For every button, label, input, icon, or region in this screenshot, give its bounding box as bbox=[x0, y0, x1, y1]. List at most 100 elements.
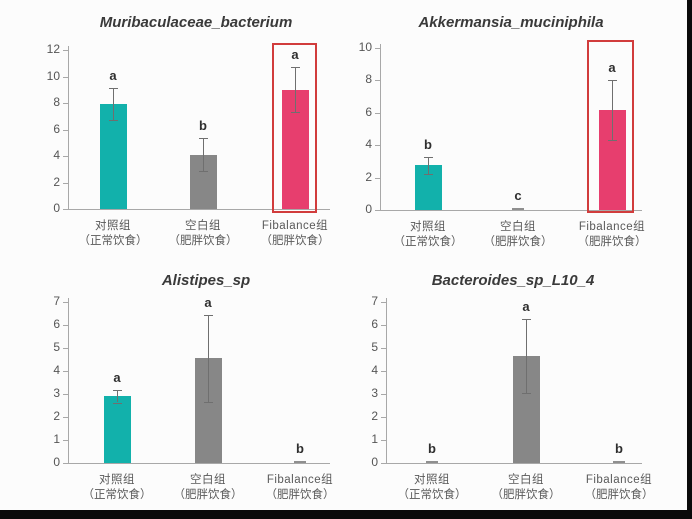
y-tick-mark bbox=[375, 48, 380, 49]
y-tick-label: 2 bbox=[371, 409, 378, 423]
error-cap-top bbox=[424, 157, 433, 159]
y-tick-mark bbox=[63, 129, 68, 131]
y-tick-mark bbox=[375, 112, 380, 114]
y-tick-mark bbox=[381, 440, 386, 441]
sig-letter: a bbox=[113, 370, 121, 386]
category-label-line1: 空白组 bbox=[185, 220, 221, 232]
y-tick-label: 7 bbox=[371, 294, 378, 308]
error-cap-bottom bbox=[424, 173, 433, 175]
error-cap-bottom bbox=[522, 392, 531, 394]
y-tick-mark bbox=[375, 80, 380, 82]
y-tick-mark bbox=[63, 302, 68, 303]
y-tick-mark bbox=[63, 348, 68, 349]
y-tick-label: 4 bbox=[53, 363, 60, 377]
y-tick-label: 0 bbox=[365, 202, 372, 216]
category-label-line1: 空白组 bbox=[190, 474, 226, 486]
error-cap-top bbox=[608, 79, 617, 81]
chart-title: Bacteroides_sp_L10_4 bbox=[431, 272, 595, 289]
chart-title: Muribaculaceae_bacterium bbox=[99, 14, 293, 31]
y-tick-mark bbox=[63, 394, 68, 395]
y-tick-label: 8 bbox=[53, 95, 60, 109]
error-cap-bottom bbox=[291, 112, 300, 114]
y-tick-mark bbox=[63, 440, 68, 441]
error-bar bbox=[208, 314, 209, 403]
y-tick-label: 8 bbox=[365, 72, 372, 87]
bar bbox=[103, 396, 131, 463]
y-tick-mark bbox=[63, 156, 68, 157]
sig-letter: b bbox=[428, 441, 436, 456]
highlight-box bbox=[272, 43, 317, 213]
y-tick-label: 4 bbox=[365, 137, 372, 152]
x-axis-line bbox=[380, 210, 642, 211]
chart-title: Alistipes_sp bbox=[161, 272, 251, 289]
sig-letter: b bbox=[296, 441, 304, 456]
category-label-line1: 对照组 bbox=[414, 474, 450, 486]
y-tick-label: 3 bbox=[371, 386, 378, 400]
category-label-line1: 空白组 bbox=[508, 474, 544, 486]
y-tick-mark bbox=[63, 76, 68, 78]
y-tick-mark bbox=[375, 145, 380, 147]
zero-bar-dash bbox=[294, 461, 306, 463]
y-tick-label: 0 bbox=[53, 455, 60, 469]
category-label-line2: （肥胖饮食） bbox=[265, 489, 335, 501]
y-tick-mark bbox=[63, 50, 68, 51]
y-tick-label: 2 bbox=[53, 174, 60, 189]
category-label-line2: （正常饮食） bbox=[82, 489, 152, 501]
error-cap-top bbox=[113, 390, 122, 392]
y-tick-mark bbox=[381, 325, 386, 326]
zero-bar-dash bbox=[426, 461, 438, 463]
y-tick-label: 6 bbox=[53, 317, 60, 331]
error-cap-top bbox=[522, 319, 531, 321]
y-tick-mark bbox=[381, 394, 386, 395]
category-label-line1: 对照组 bbox=[95, 220, 131, 232]
y-tick-mark bbox=[381, 371, 386, 372]
y-tick-mark bbox=[63, 463, 68, 464]
error-cap-top bbox=[291, 67, 300, 69]
y-axis-line bbox=[68, 298, 69, 463]
y-tick-label: 4 bbox=[53, 148, 60, 162]
y-tick-label: 0 bbox=[53, 201, 60, 215]
x-axis-line bbox=[68, 209, 330, 210]
error-bar bbox=[526, 319, 527, 393]
sig-letter: a bbox=[109, 68, 117, 84]
y-tick-label: 10 bbox=[358, 40, 372, 54]
error-bar bbox=[113, 88, 114, 121]
y-tick-label: 5 bbox=[371, 340, 378, 354]
y-tick-mark bbox=[381, 302, 386, 303]
error-cap-bottom bbox=[113, 402, 122, 404]
error-bar bbox=[295, 67, 296, 113]
error-cap-bottom bbox=[204, 402, 213, 404]
sig-letter: c bbox=[514, 188, 522, 203]
sig-letter: a bbox=[291, 47, 299, 63]
category-label-line1: 对照组 bbox=[99, 474, 135, 486]
y-tick-label: 4 bbox=[371, 363, 378, 377]
category-label-line2: （肥胖饮食） bbox=[491, 489, 561, 501]
error-cap-top bbox=[109, 88, 118, 90]
y-tick-label: 3 bbox=[53, 386, 60, 400]
y-tick-mark bbox=[63, 417, 68, 418]
y-tick-label: 5 bbox=[53, 340, 60, 354]
y-tick-label: 1 bbox=[53, 432, 60, 446]
frame-bottom-strip bbox=[0, 510, 692, 519]
category-label-line1: 空白组 bbox=[500, 221, 536, 233]
category-label-line1: Fibalance组 bbox=[585, 474, 653, 486]
category-label-line2: （肥胖饮食） bbox=[260, 235, 330, 247]
error-bar bbox=[428, 157, 429, 174]
y-tick-mark bbox=[63, 325, 68, 326]
x-axis-line bbox=[68, 463, 330, 464]
y-axis-line bbox=[68, 46, 69, 209]
y-tick-label: 6 bbox=[365, 104, 372, 119]
sig-letter: a bbox=[608, 59, 616, 75]
error-cap-bottom bbox=[109, 120, 118, 122]
category-label-line2: （肥胖饮食） bbox=[168, 235, 238, 247]
y-tick-label: 7 bbox=[53, 294, 60, 308]
sig-letter: a bbox=[522, 299, 530, 315]
y-tick-mark bbox=[375, 177, 380, 179]
zero-bar-dash bbox=[512, 208, 524, 210]
category-label-line1: 对照组 bbox=[410, 221, 446, 233]
category-label-line2: （肥胖饮食） bbox=[483, 236, 553, 248]
y-tick-label: 6 bbox=[371, 317, 378, 331]
category-label-line2: （正常饮食） bbox=[397, 489, 467, 501]
chart-title: Akkermansia_muciniphila bbox=[418, 14, 604, 31]
category-label-line2: （肥胖饮食） bbox=[577, 236, 647, 248]
